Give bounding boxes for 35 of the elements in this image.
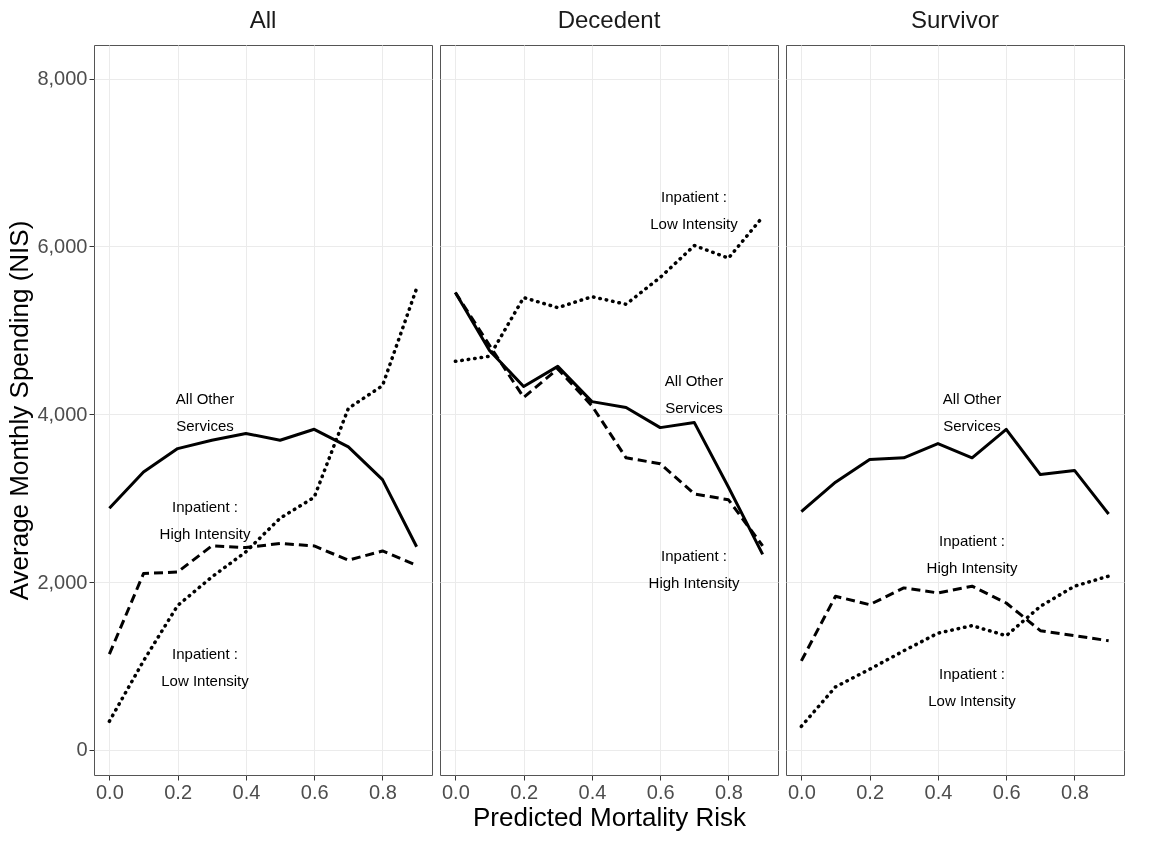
x-tick-label: 0.4 [578, 780, 607, 803]
annotation: Inpatient : High Intensity [159, 498, 251, 542]
x-tick-label: 0.2 [510, 780, 539, 803]
x-axis-title: Predicted Mortality Risk [472, 801, 748, 832]
annotation: All Other Services [942, 390, 1002, 434]
annotation: Inpatient : Low Intensity [928, 665, 1017, 709]
y-tick-label: 4,000 [37, 402, 88, 425]
chart-title: Survivor [910, 6, 1000, 33]
y-tick-label: 6,000 [37, 234, 88, 257]
x-tick-label: 0.8 [715, 780, 743, 803]
line-series [107, 286, 419, 724]
annotation: All Other Services [664, 372, 724, 416]
x-tick-label: 0.4 [924, 780, 953, 803]
x-tick-label: 0.4 [232, 780, 261, 803]
annotation: All Other Services [175, 390, 235, 434]
y-tick-label: 2,000 [37, 570, 88, 593]
x-tick-label: 0.8 [369, 780, 397, 803]
y-axis-title: Average Monthly Spending (NIS) [4, 220, 35, 601]
annotation: Inpatient : High Intensity [926, 532, 1018, 576]
chart-title: All [249, 6, 277, 33]
y-tick-label: 8,000 [37, 67, 88, 90]
x-tick-label: 0.6 [992, 780, 1021, 803]
x-tick-label: 0.2 [164, 780, 193, 803]
x-tick-label: 0.6 [646, 780, 675, 803]
x-tick-label: 0.0 [441, 780, 470, 803]
annotation: Inpatient : Low Intensity [650, 188, 739, 232]
y-tick-label: 0 [76, 738, 88, 761]
x-tick-label: 0.0 [787, 780, 816, 803]
annotation: Inpatient : Low Intensity [161, 645, 250, 689]
x-tick-label: 0.8 [1061, 780, 1089, 803]
x-tick-label: 0.2 [856, 780, 885, 803]
x-tick-label: 0.6 [300, 780, 329, 803]
x-tick-label: 0.0 [95, 780, 124, 803]
chart-title: Decedent [557, 6, 661, 33]
annotation: Inpatient : High Intensity [648, 547, 740, 591]
